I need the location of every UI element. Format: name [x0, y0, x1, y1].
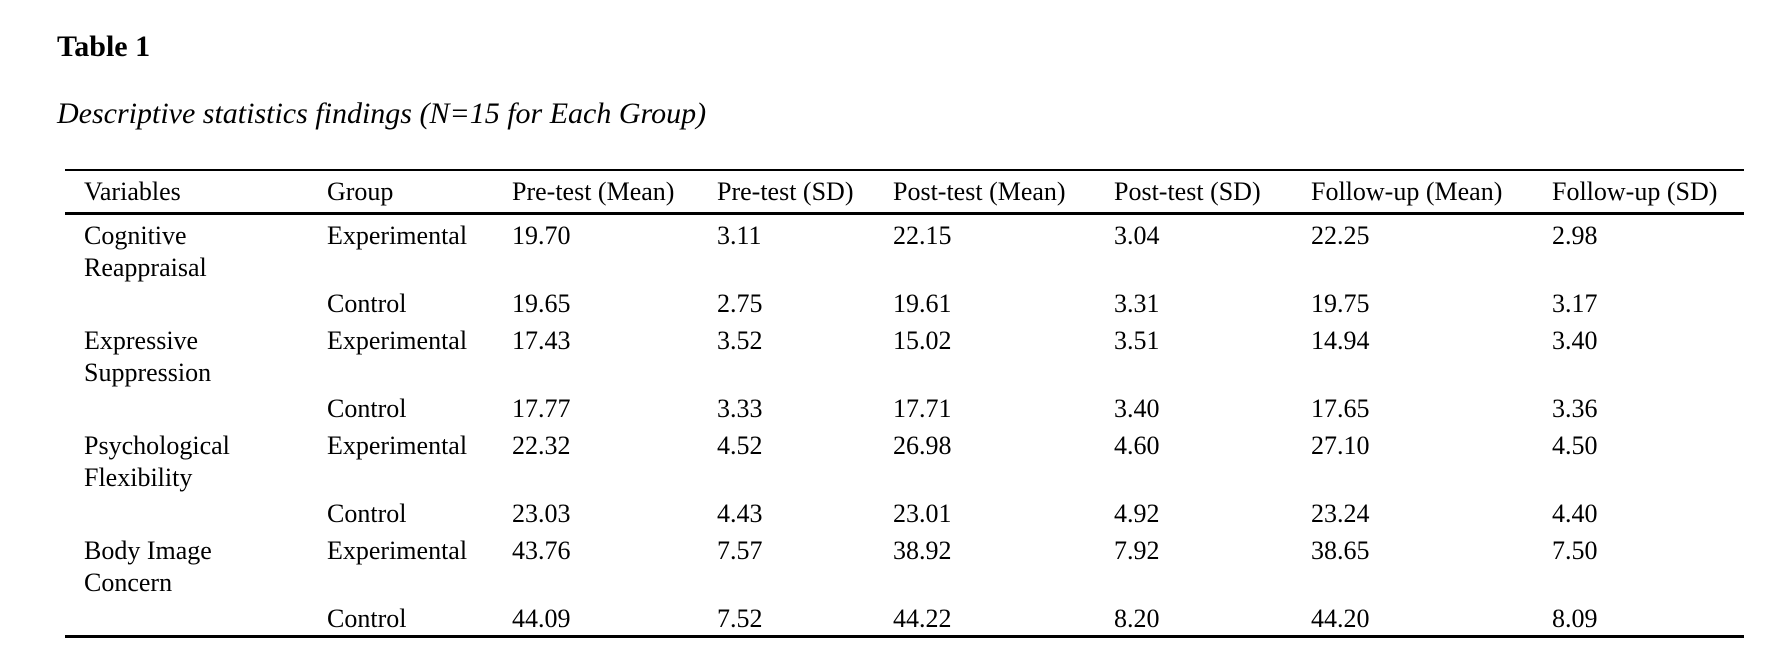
cell-post_mean: 23.01: [893, 499, 952, 528]
table-row: Cognitive Reappraisal Experimental 19.70 3.…: [65, 214, 1744, 285]
cell-follow_sd: 2.98: [1552, 221, 1598, 250]
column-header-post_mean: Post-test (Mean): [874, 170, 1095, 215]
cell-group: Experimental: [327, 536, 468, 565]
table-row: Body Image Concern Experimental 43.76 7.57 3…: [65, 530, 1744, 599]
column-header-pre_mean: Pre-test (Mean): [493, 170, 698, 215]
cell-pre_mean: 17.43: [512, 326, 571, 355]
cell-follow_mean: 38.65: [1311, 536, 1370, 565]
cell-pre_sd: 7.52: [717, 604, 763, 633]
cell-follow_sd: 3.36: [1552, 394, 1598, 423]
cell-follow_mean: 19.75: [1311, 289, 1370, 318]
table-row: Control 17.77 3.33 17.71 3.40 17.65 3.36: [65, 389, 1744, 425]
cell-follow_sd: 3.40: [1552, 326, 1598, 355]
cell-follow_mean: 27.10: [1311, 431, 1370, 460]
cell-variable: [65, 599, 308, 637]
column-header-post_sd: Post-test (SD): [1095, 170, 1292, 215]
cell-group: Experimental: [327, 221, 468, 250]
cell-variable: [65, 494, 308, 530]
cell-pre_sd: 3.11: [717, 221, 762, 250]
table-body: Cognitive Reappraisal Experimental 19.70 3.…: [65, 214, 1744, 637]
cell-post_mean: 19.61: [893, 289, 952, 318]
cell-variable: [65, 389, 308, 425]
cell-pre_sd: 2.75: [717, 289, 763, 318]
cell-pre_sd: 3.52: [717, 326, 763, 355]
descriptive-statistics-table: Variables Group Pre-test (Mean) Pre-test (S…: [65, 169, 1744, 638]
column-header-pre_sd: Pre-test (SD): [698, 170, 874, 215]
cell-post_sd: 4.92: [1114, 499, 1160, 528]
cell-pre_sd: 4.43: [717, 499, 763, 528]
cell-post_sd: 4.60: [1114, 431, 1160, 460]
cell-pre_mean: 23.03: [512, 499, 571, 528]
cell-post_mean: 38.92: [893, 536, 952, 565]
cell-pre_mean: 19.70: [512, 221, 571, 250]
cell-group: Control: [327, 289, 407, 318]
cell-pre_mean: 19.65: [512, 289, 571, 318]
cell-follow_mean: 23.24: [1311, 499, 1370, 528]
cell-follow_sd: 8.09: [1552, 604, 1598, 633]
table-row: Control 44.09 7.52 44.22 8.20 44.20 8.09: [65, 599, 1744, 637]
cell-follow_mean: 14.94: [1311, 326, 1370, 355]
column-header-group: Group: [308, 170, 493, 215]
column-header-follow_mean: Follow-up (Mean): [1292, 170, 1533, 215]
cell-pre_sd: 4.52: [717, 431, 763, 460]
cell-pre_mean: 44.09: [512, 604, 571, 633]
cell-follow_mean: 44.20: [1311, 604, 1370, 633]
cell-follow_sd: 7.50: [1552, 536, 1598, 565]
table-row: Psychological Flexibility Experimental 22.…: [65, 425, 1744, 494]
cell-post_mean: 22.15: [893, 221, 952, 250]
cell-group: Experimental: [327, 326, 468, 355]
cell-group: Control: [327, 604, 407, 633]
cell-follow_sd: 4.50: [1552, 431, 1598, 460]
cell-pre_sd: 7.57: [717, 536, 763, 565]
cell-post_mean: 44.22: [893, 604, 952, 633]
column-header-follow_sd: Follow-up (SD): [1533, 170, 1744, 215]
cell-post_sd: 8.20: [1114, 604, 1160, 633]
cell-group: Experimental: [327, 431, 468, 460]
cell-post_mean: 15.02: [893, 326, 952, 355]
table-caption: Table 1: [57, 30, 151, 63]
cell-variable: Body Image Concern: [84, 536, 212, 597]
cell-post_sd: 3.40: [1114, 394, 1160, 423]
cell-follow_mean: 22.25: [1311, 221, 1370, 250]
table-row: Expressive Suppression Experimental 17.43 3…: [65, 320, 1744, 389]
cell-variable: Expressive Suppression: [84, 326, 212, 387]
cell-follow_sd: 3.17: [1552, 289, 1598, 318]
cell-post_sd: 3.51: [1114, 326, 1160, 355]
cell-pre_mean: 17.77: [512, 394, 571, 423]
cell-group: Control: [327, 499, 407, 528]
column-header-variable: Variables: [65, 170, 308, 215]
cell-variable: Psychological Flexibility: [84, 431, 230, 492]
cell-pre_mean: 22.32: [512, 431, 571, 460]
cell-post_mean: 26.98: [893, 431, 952, 460]
table-header: Variables Group Pre-test (Mean) Pre-test (S…: [65, 170, 1744, 215]
cell-variable: Cognitive Reappraisal: [84, 221, 207, 282]
table-header-row: Variables Group Pre-test (Mean) Pre-test (S…: [65, 170, 1744, 215]
cell-group: Control: [327, 394, 407, 423]
cell-post_mean: 17.71: [893, 394, 952, 423]
cell-follow_mean: 17.65: [1311, 394, 1370, 423]
cell-pre_sd: 3.33: [717, 394, 763, 423]
cell-follow_sd: 4.40: [1552, 499, 1598, 528]
table-row: Control 23.03 4.43 23.01 4.92 23.24 4.40: [65, 494, 1744, 530]
table-row: Control 19.65 2.75 19.61 3.31 19.75 3.17: [65, 284, 1744, 320]
cell-variable: [65, 284, 308, 320]
cell-pre_mean: 43.76: [512, 536, 571, 565]
cell-post_sd: 3.31: [1114, 289, 1160, 318]
table-subtitle: Descriptive statistics findings (N=15 fo…: [57, 97, 707, 130]
cell-post_sd: 3.04: [1114, 221, 1160, 250]
cell-post_sd: 7.92: [1114, 536, 1160, 565]
